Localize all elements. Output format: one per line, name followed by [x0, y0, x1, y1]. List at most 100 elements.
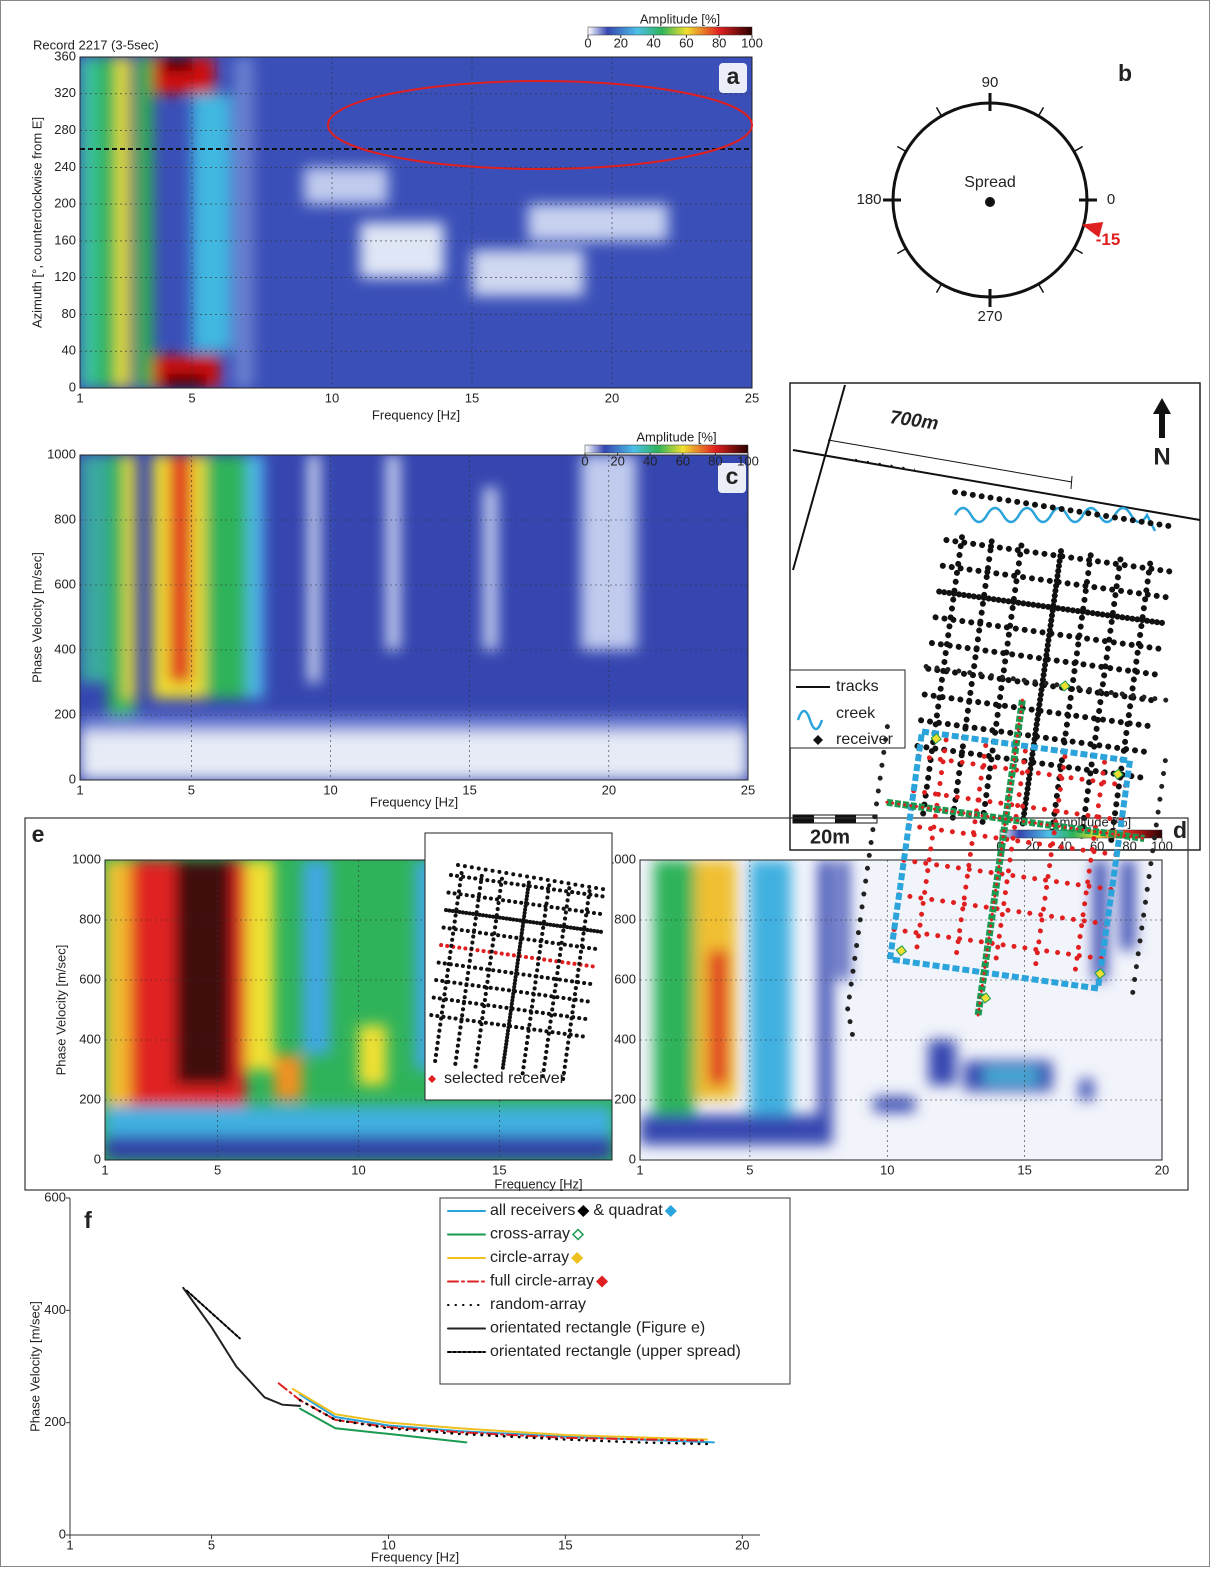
heatmap-cell: [472, 250, 584, 297]
x-tick-label: 25: [741, 782, 755, 797]
heatmap-cell: [528, 204, 668, 241]
track: [792, 449, 1201, 521]
heatmap: [80, 455, 748, 780]
x-tick-label: 5: [746, 1162, 753, 1177]
y-tick-label: 600: [614, 971, 636, 986]
colorbar: [584, 444, 749, 454]
heatmap-cell: [302, 860, 331, 1055]
legend-label: & quadrat: [593, 1202, 663, 1219]
circle-receiver: [930, 732, 942, 745]
heatmap-cell: [164, 57, 192, 71]
colorbar-tick-label: 40: [1058, 838, 1072, 853]
legend-label: tracks: [836, 678, 879, 695]
circle-receiver: [979, 992, 992, 1004]
colorbar-tick-label: 0: [584, 35, 591, 50]
heatmap-cell: [308, 455, 320, 683]
receiver-row: [896, 892, 1110, 927]
heatmap-cell: [483, 487, 498, 650]
receiver-column: [500, 880, 531, 1074]
x-tick-label: 10: [325, 390, 339, 405]
receiver-row: [923, 663, 1177, 704]
legend-label: random-array: [490, 1296, 586, 1313]
legend-label: full circle-array: [490, 1273, 594, 1290]
heatmap-cell: [360, 222, 444, 278]
y-tick-label: 1000: [72, 851, 101, 866]
heatmap-cell: [304, 167, 388, 205]
x-tick-label: 25: [745, 390, 759, 405]
panel-label: d: [1173, 817, 1187, 843]
distance-end: [1070, 475, 1073, 490]
circle-receiver: [1112, 768, 1124, 780]
receiver-column: [453, 873, 484, 1067]
colorbar-tick-label: 20: [610, 453, 624, 468]
heatmap-cell: [205, 455, 247, 699]
x-tick-label: 10: [381, 1537, 395, 1552]
legend-box: [439, 1197, 791, 1385]
legend-label: creek: [836, 705, 876, 722]
circle-receiver: [895, 945, 907, 957]
x-tick-label: 20: [602, 782, 616, 797]
x-axis-label: Frequency [Hz]: [372, 407, 460, 422]
heatmap-cell: [386, 455, 401, 650]
colorbar-tick-label: 40: [646, 35, 660, 50]
legend-label: receiver: [836, 731, 894, 748]
panel-d: 700m N tracks creek receiver 20m d: [789, 382, 1201, 851]
panel-e-frame: [24, 817, 1189, 1191]
y-tick-label: 1000: [47, 446, 76, 461]
heatmap-cell: [192, 93, 232, 352]
north-label: N: [1153, 443, 1170, 470]
receiver-row: [952, 489, 1178, 530]
y-tick-label: 400: [79, 1031, 101, 1046]
x-tick-label: 1: [66, 1537, 73, 1552]
panel-label: b: [1118, 60, 1132, 86]
y-tick-label: 200: [79, 1091, 101, 1106]
x-tick-label: 15: [492, 1162, 506, 1177]
colorbar-title: Amplitude [%]: [640, 11, 720, 26]
heatmap-cell: [1079, 1079, 1094, 1100]
heatmap-cell: [581, 455, 637, 650]
legend-marker: [664, 1204, 677, 1218]
y-tick-label: 600: [79, 971, 101, 986]
x-tick-label: 1: [101, 1162, 108, 1177]
heatmap-cell: [358, 1025, 387, 1085]
colorbar-tick-label: 40: [643, 453, 657, 468]
chart-title: Record 2217 (3-5sec): [33, 37, 159, 52]
legend-diamond: [813, 735, 823, 745]
y-axis-label: Azimuth [°, counterclockwise from E]: [29, 117, 44, 328]
colorbar-tick-label: 100: [741, 35, 763, 50]
legend-diamond: [428, 1075, 436, 1083]
chart: 1 5 10 15 20 2504080120160200240280320360Reco…: [29, 11, 762, 422]
y-tick-label: 40: [62, 343, 76, 358]
receiver-column: [992, 748, 1028, 972]
heatmap-cell: [175, 860, 232, 1085]
heatmap: [640, 860, 1162, 1160]
receiver-column: [912, 737, 949, 961]
compass-tick: [935, 106, 943, 117]
receiver-column: [952, 743, 989, 966]
y-tick-label: 800: [614, 911, 636, 926]
circle-receiver: [1094, 967, 1106, 980]
heatmap-cell: [653, 860, 695, 1130]
heatmap-cell: [983, 1070, 1039, 1082]
heatmap-cell: [136, 57, 153, 388]
receiver-column: [540, 886, 572, 1079]
scale-bar: [793, 815, 814, 823]
heatmap-cell: [234, 57, 254, 388]
distance-line: [827, 439, 1073, 483]
colorbar-title: Amplitude [%]: [636, 429, 716, 444]
heatmap: [80, 57, 752, 388]
plots: 1 5 10 15 20 2504080120160200240280320360Reco…: [27, 11, 1172, 1564]
y-tick-label: 120: [54, 269, 76, 284]
x-tick-label: 5: [214, 1162, 221, 1177]
receiver-row: [916, 753, 1130, 788]
legend: all receivers & quadrat cross-array circle-…: [439, 1197, 791, 1385]
y-tick-label: 160: [54, 232, 76, 247]
receiver-row: [906, 823, 1120, 858]
receiver-column: [1031, 754, 1068, 977]
circle-receiver: [1059, 680, 1071, 692]
y-axis-label: Phase Velocity [m/sec]: [53, 945, 68, 1076]
compass-tick: [1073, 247, 1084, 255]
x-tick-label: 15: [1017, 1162, 1031, 1177]
y-tick-label: 0: [69, 771, 76, 786]
y-tick-label: 0: [629, 1151, 636, 1166]
